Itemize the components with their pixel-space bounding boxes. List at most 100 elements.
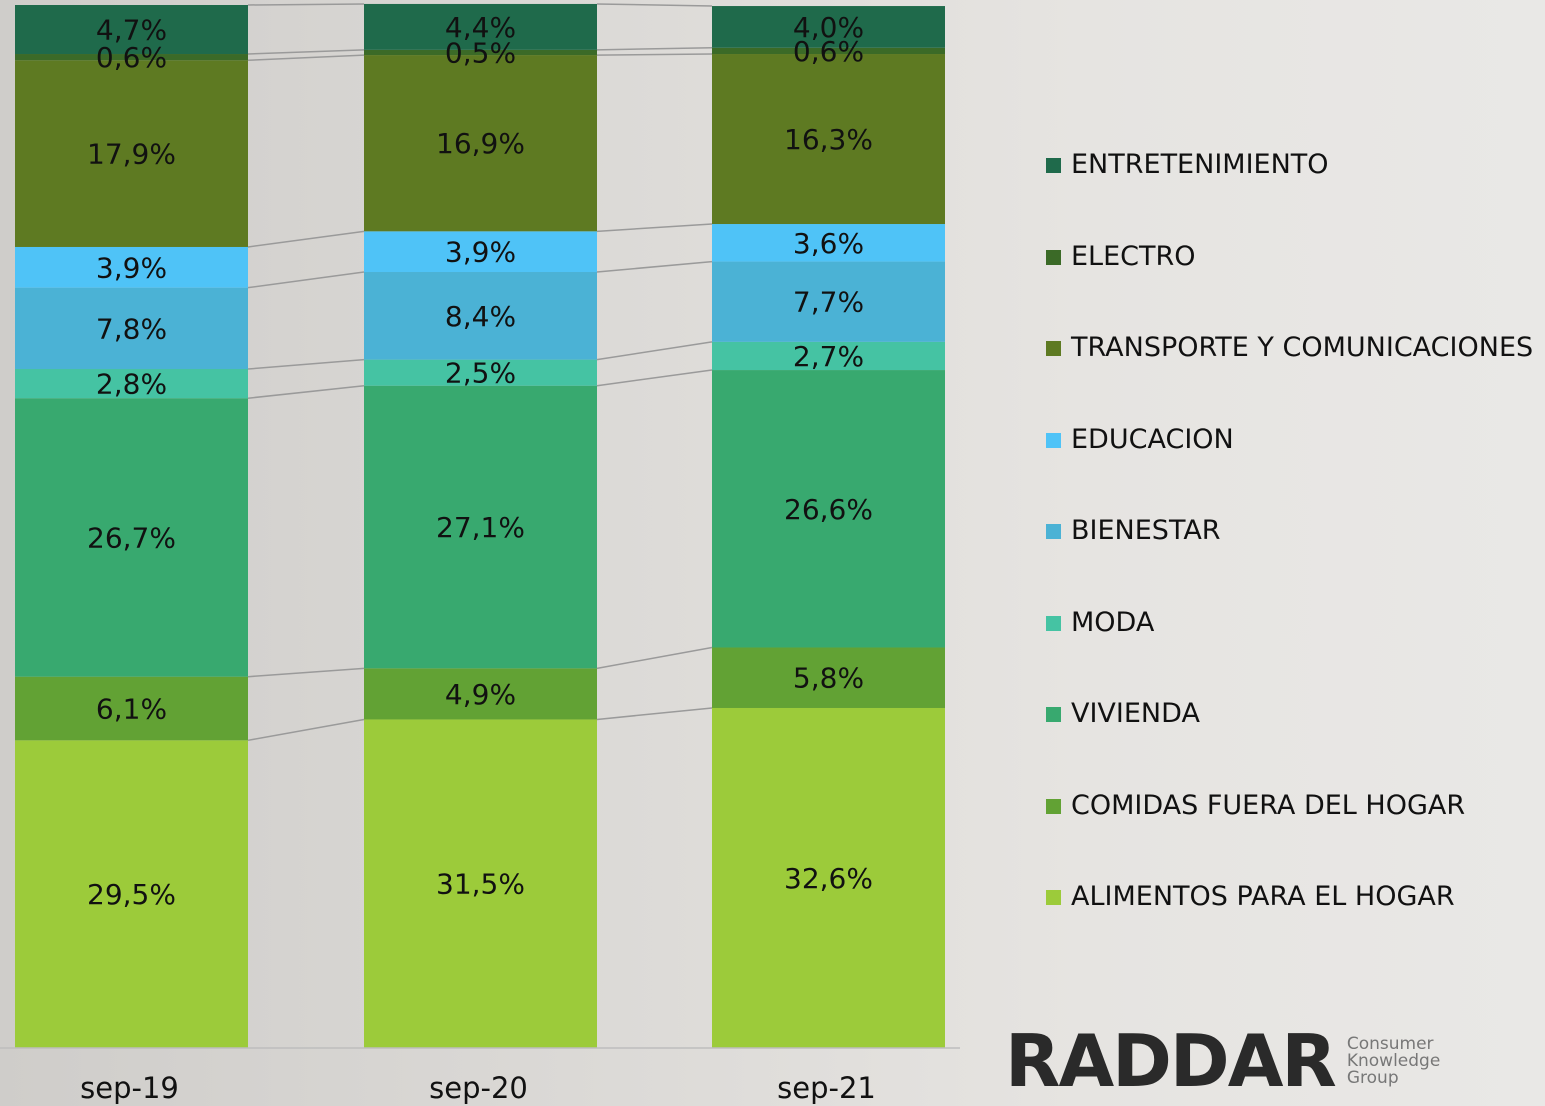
bar-segment bbox=[712, 707, 945, 1048]
chart: 29,5%6,1%26,7%2,8%7,8%3,9%17,9%0,6%4,7%s… bbox=[0, 3, 960, 1105]
legend-swatch bbox=[1046, 524, 1061, 539]
logo-tagline: Consumer Knowledge Group bbox=[1346, 1033, 1441, 1088]
connector bbox=[247, 3, 365, 6]
value-label: 2,5% bbox=[445, 357, 516, 390]
legend-item: ELECTRO bbox=[1046, 237, 1536, 277]
value-label: 16,3% bbox=[784, 123, 873, 156]
bar-segment bbox=[364, 719, 597, 1048]
value-label: 0,6% bbox=[96, 41, 167, 74]
connector bbox=[596, 707, 713, 721]
connector bbox=[247, 54, 365, 62]
legend-item: MODA bbox=[1046, 603, 1536, 643]
legend-item: BIENESTAR bbox=[1046, 511, 1536, 551]
legend-swatch bbox=[1046, 433, 1061, 448]
legend-item: TRANSPORTE Y COMUNICACIONES bbox=[1046, 328, 1536, 368]
legend-swatch bbox=[1046, 707, 1061, 722]
value-label: 0,6% bbox=[793, 35, 864, 68]
legend-label: TRANSPORTE Y COMUNICACIONES bbox=[1071, 332, 1534, 363]
bar-segment bbox=[364, 231, 597, 273]
bar-segment bbox=[364, 3, 597, 50]
bar-segment bbox=[15, 60, 248, 247]
legend-label: ALIMENTOS PARA EL HOGAR bbox=[1071, 881, 1455, 912]
bar-segment bbox=[15, 369, 248, 399]
legend-label: BIENESTAR bbox=[1071, 515, 1221, 546]
value-label: 8,4% bbox=[445, 300, 516, 333]
connector bbox=[247, 230, 365, 248]
connector bbox=[247, 358, 365, 370]
connector bbox=[596, 341, 713, 361]
legend-label: ENTRETENIMIENTO bbox=[1071, 149, 1329, 180]
connector bbox=[596, 3, 713, 7]
legend-swatch bbox=[1046, 616, 1061, 631]
bar-segment bbox=[712, 647, 945, 708]
tagline-line: Group bbox=[1346, 1067, 1399, 1088]
value-label: 16,9% bbox=[436, 127, 525, 160]
bar-segment bbox=[364, 55, 597, 232]
bar-segment bbox=[712, 341, 945, 371]
legend-label: COMIDAS FUERA DEL HOGAR bbox=[1071, 790, 1466, 821]
bar-segment bbox=[712, 47, 945, 55]
logo: RADDAR Consumer Knowledge Group bbox=[1005, 1025, 1440, 1097]
connector bbox=[596, 223, 713, 233]
legend-swatch bbox=[1046, 799, 1061, 814]
value-label: 27,1% bbox=[436, 511, 525, 544]
legend-swatch bbox=[1046, 341, 1061, 356]
bar-segment bbox=[15, 398, 248, 677]
tagline-line: Consumer bbox=[1346, 1033, 1434, 1054]
value-label: 6,1% bbox=[96, 693, 167, 726]
value-label: 2,7% bbox=[793, 340, 864, 373]
value-label: 29,5% bbox=[87, 878, 176, 911]
value-label: 4,0% bbox=[793, 11, 864, 44]
bar-segment bbox=[712, 6, 945, 48]
legend-item: VIVIENDA bbox=[1046, 694, 1536, 734]
bar-segment bbox=[15, 740, 248, 1048]
value-label: 31,5% bbox=[436, 868, 525, 901]
legend-swatch bbox=[1046, 890, 1061, 905]
connector bbox=[596, 53, 713, 56]
bar-segment bbox=[15, 676, 248, 741]
bar-segment bbox=[712, 261, 945, 342]
connector bbox=[596, 47, 713, 51]
legend-label: ELECTRO bbox=[1071, 241, 1196, 272]
connector bbox=[247, 384, 365, 399]
bar-segment bbox=[15, 5, 248, 55]
legend-item: ALIMENTOS PARA EL HOGAR bbox=[1046, 877, 1536, 917]
value-label: 3,9% bbox=[96, 251, 167, 284]
x-tick-label: sep-20 bbox=[429, 1071, 528, 1105]
value-label: 4,7% bbox=[96, 14, 167, 47]
value-label: 7,8% bbox=[96, 312, 167, 345]
bar-segment bbox=[364, 359, 597, 386]
legend-label: EDUCACION bbox=[1071, 424, 1234, 455]
bar-segment bbox=[364, 668, 597, 720]
legend-label: MODA bbox=[1071, 607, 1155, 638]
value-label: 7,7% bbox=[793, 286, 864, 319]
value-label: 3,9% bbox=[445, 236, 516, 269]
tagline-line: Knowledge bbox=[1346, 1050, 1441, 1071]
bar-segment bbox=[364, 272, 597, 360]
connector bbox=[247, 718, 365, 742]
value-label: 26,6% bbox=[784, 493, 873, 526]
connector bbox=[247, 667, 365, 678]
connector bbox=[596, 646, 713, 670]
x-tick-label: sep-19 bbox=[80, 1071, 179, 1105]
legend-item: EDUCACION bbox=[1046, 420, 1536, 460]
logo-brand: RADDAR bbox=[1005, 1019, 1337, 1103]
bar-segment bbox=[364, 49, 597, 56]
bar-segment bbox=[712, 54, 945, 225]
bar-segment bbox=[364, 385, 597, 669]
legend-swatch bbox=[1046, 250, 1061, 265]
legend-item: COMIDAS FUERA DEL HOGAR bbox=[1046, 786, 1536, 826]
value-label: 4,4% bbox=[445, 11, 516, 44]
value-label: 17,9% bbox=[87, 138, 176, 171]
connector bbox=[596, 369, 713, 387]
connector bbox=[596, 260, 713, 273]
bar-segment bbox=[712, 224, 945, 262]
legend-label: VIVIENDA bbox=[1071, 698, 1200, 729]
value-label: 2,8% bbox=[96, 368, 167, 401]
value-label: 5,8% bbox=[793, 662, 864, 695]
legend-item: ENTRETENIMIENTO bbox=[1046, 145, 1536, 185]
value-label: 26,7% bbox=[87, 521, 176, 554]
bar-segment bbox=[712, 370, 945, 648]
value-label: 4,9% bbox=[445, 678, 516, 711]
